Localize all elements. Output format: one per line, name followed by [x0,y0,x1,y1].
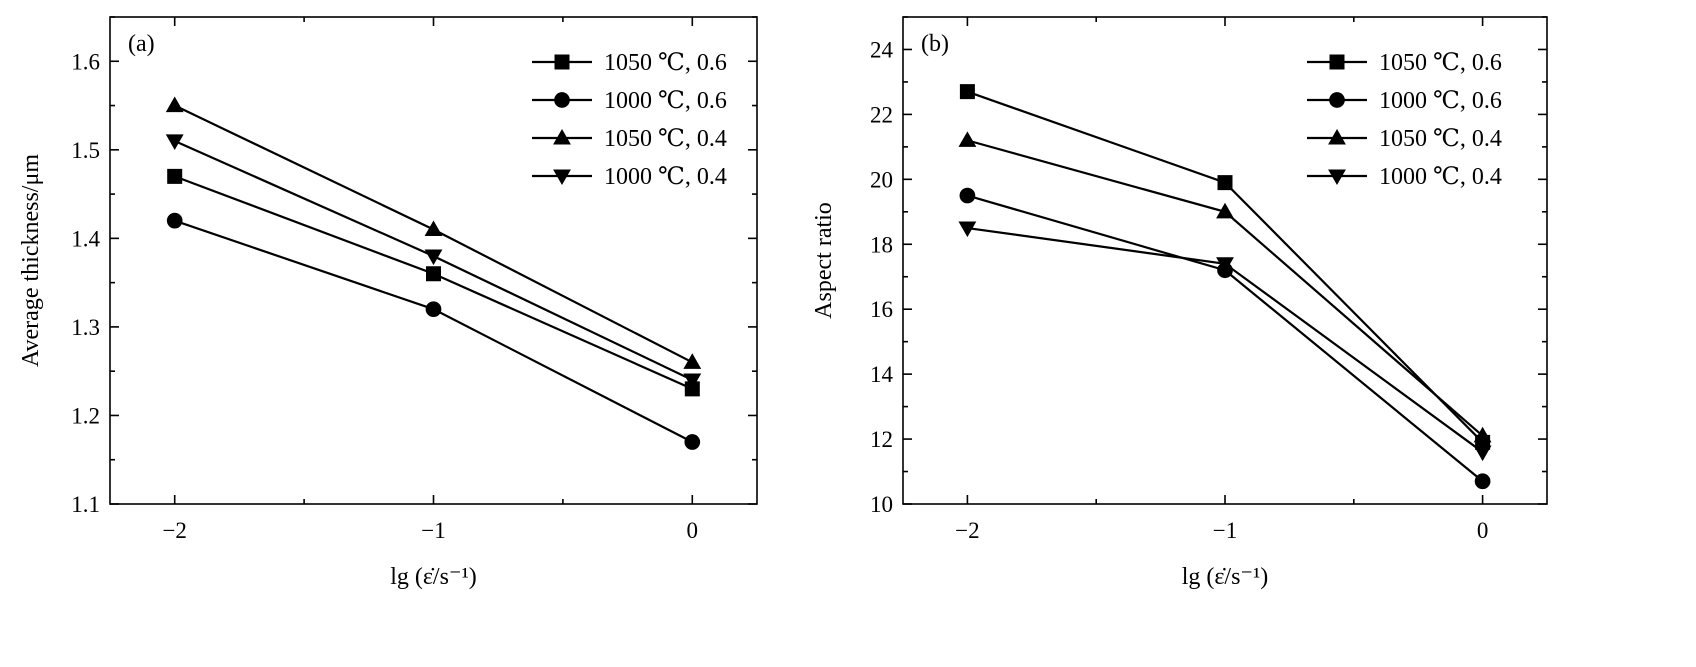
y-tick-label: 24 [870,37,894,62]
series-line [174,175,693,390]
y-tick-label: 20 [870,167,893,192]
legend-label: 1000 ℃, 0.4 [1379,164,1502,190]
data-point [1474,473,1491,490]
data-point [958,131,977,147]
data-point [424,220,443,237]
x-tick-label: −2 [955,518,979,543]
legend-marker [1328,128,1346,145]
legend-entry: 1000 ℃, 0.4 [1307,164,1502,190]
data-point [166,212,183,229]
panel-label: (b) [921,31,949,57]
legend-entry: 1050 ℃, 0.6 [532,50,727,76]
y-tick-label: 10 [870,492,893,517]
legend-b: 1050 ℃, 0.6 1000 ℃, 0.6 1050 ℃, 0.4 1000 ℃,… [1307,50,1502,190]
data-point [425,301,442,318]
y-tick-label: 12 [870,427,893,452]
data-point [1217,175,1233,191]
y-tick-label: 1.5 [71,138,100,163]
legend-label: 1000 ℃, 0.4 [604,164,727,190]
data-point [684,434,701,450]
y-tick-label: 16 [870,297,893,322]
y-tick-label: 1.3 [71,315,100,340]
legend-marker [554,54,570,70]
data-point [683,373,702,390]
data-point [683,353,702,369]
series-3 [165,134,702,390]
y-axis-label: Aspect ratio [811,202,837,319]
legend-marker [553,169,571,186]
legend-entry: 1050 ℃, 0.6 [1307,50,1502,76]
x-axis-label: lg (ε̇/s⁻¹) [1182,564,1269,590]
y-axis-label: Average thickness/μm [18,154,44,367]
data-point [165,96,184,113]
legend-marker [554,92,570,108]
x-tick-label: −2 [162,518,186,543]
legend-entry: 1050 ℃, 0.4 [1307,126,1502,152]
series-1 [959,187,1491,490]
legend-label: 1000 ℃, 0.6 [1379,88,1502,114]
legend-entry: 1000 ℃, 0.6 [1307,88,1502,114]
series-0 [167,168,700,397]
legend-label: 1050 ℃, 0.4 [604,126,727,152]
data-point [1473,426,1492,443]
legend-marker [1328,169,1346,186]
data-point [167,168,183,184]
x-axis-label: lg (ε̇/s⁻¹) [390,564,477,590]
data-point [1216,202,1234,219]
legend-label: 1000 ℃, 0.6 [604,88,727,114]
x-tick-label: 0 [1477,518,1489,543]
x-tick-label: 0 [687,518,699,543]
legend-label: 1050 ℃, 0.6 [1379,50,1502,76]
data-point [959,187,976,204]
data-point [959,84,975,100]
data-point [424,249,443,266]
y-tick-label: 14 [870,362,894,387]
panel-b: −2 −1 0 10 12 14 16 18 20 22 24 lg (ε̇/s⁻¹) Aspect r… [811,16,1548,590]
x-tick-label: −1 [421,518,445,543]
data-point [1473,445,1492,462]
legend-entry: 1050 ℃, 0.4 [532,126,727,152]
y-tick-label: 1.4 [71,226,100,251]
y-tick-label: 18 [870,232,893,257]
y-tick-label: 1.6 [71,49,100,74]
legend-label: 1050 ℃, 0.6 [604,50,727,76]
series-3 [958,221,1492,462]
data-point [1216,257,1234,273]
y-tick-label: 1.1 [71,492,100,517]
panel-label: (a) [128,31,155,57]
series-1 [166,212,701,450]
panel-a: −2 −1 0 1.1 1.2 1.3 1.4 1.5 1.6 lg (ε̇/s⁻¹) Averag… [18,16,758,590]
legend-marker [1329,54,1345,70]
y-tick-label: 1.2 [71,403,100,428]
legend-a: 1050 ℃, 0.6 1000 ℃, 0.6 1050 ℃, 0.4 1000 ℃,… [532,50,727,190]
legend-entry: 1000 ℃, 0.6 [532,88,727,114]
series-2 [958,131,1492,443]
data-point [958,221,977,238]
x-tick-label: −1 [1213,518,1237,543]
series-2 [165,96,702,369]
legend-marker [553,128,571,145]
data-point [426,266,441,282]
y-tick-label: 22 [870,102,893,127]
legend-label: 1050 ℃, 0.4 [1379,126,1502,152]
legend-marker [1329,92,1345,108]
data-point [165,134,184,151]
legend-entry: 1000 ℃, 0.4 [532,164,727,190]
